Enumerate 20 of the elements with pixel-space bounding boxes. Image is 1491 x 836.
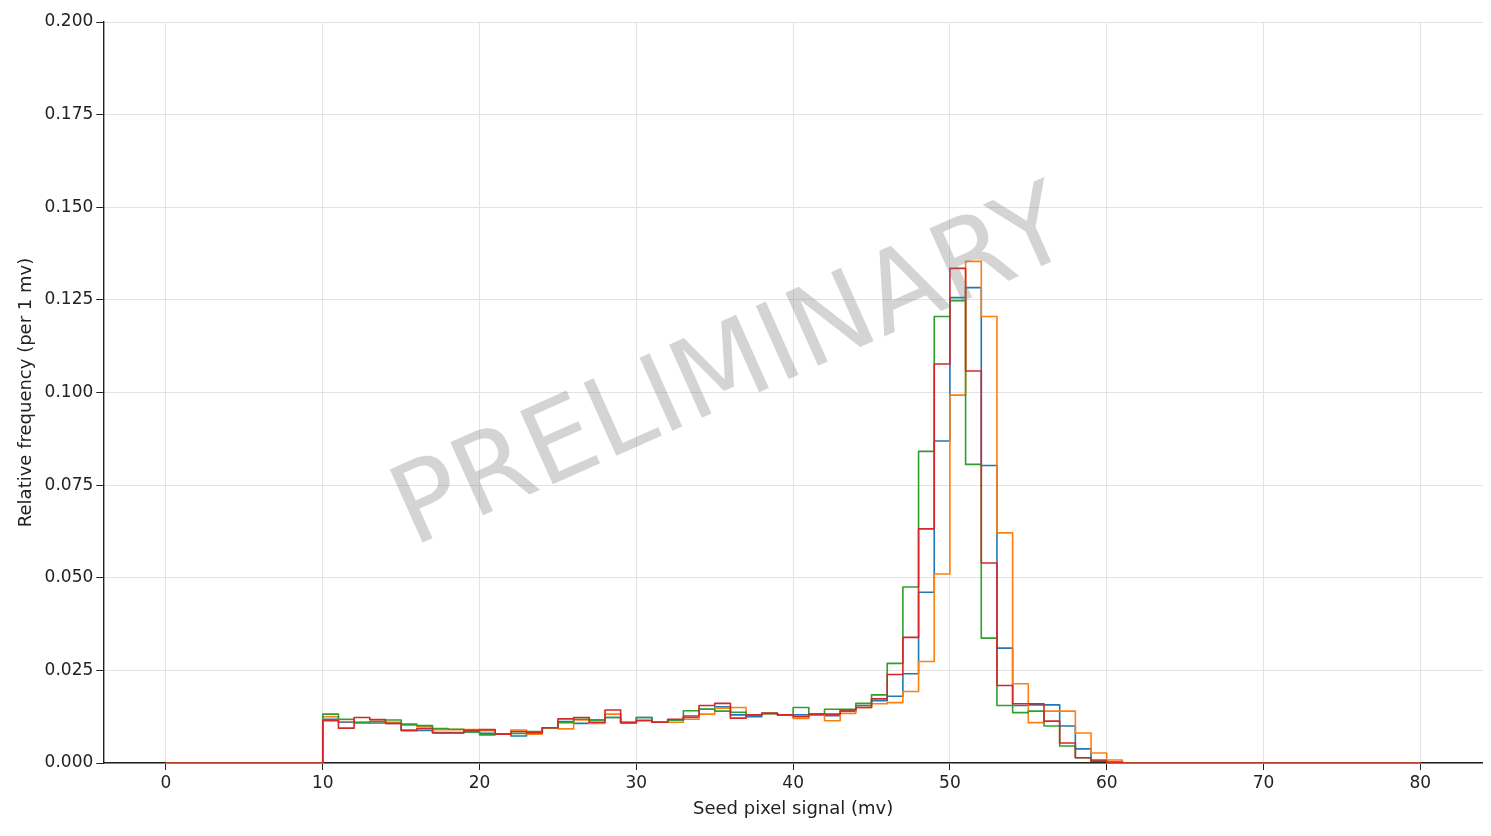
x-tick-label: 50 (939, 771, 961, 792)
y-tick-label: 0.075 (44, 473, 94, 494)
x-tick-label: 60 (1095, 771, 1118, 792)
y-tick-label: 0.100 (44, 380, 94, 401)
y-tick-label: 0.200 (44, 10, 94, 31)
y-tick-label: 0.125 (44, 288, 94, 309)
y-tick-label: 0.150 (44, 195, 94, 216)
x-tick-label: 20 (468, 771, 491, 792)
x-tick-label: 80 (1409, 771, 1432, 792)
x-tick-label: 10 (311, 771, 334, 792)
x-tick-label: 40 (782, 771, 804, 792)
x-tick-label: 0 (160, 771, 172, 792)
y-tick-label: 0.025 (44, 658, 94, 679)
y-axis-title: Relative frequency (per 1 mv) (14, 257, 36, 528)
x-tick-label: 30 (625, 771, 648, 792)
x-axis-title: Seed pixel signal (mv) (693, 796, 894, 818)
y-tick-label: 0.175 (44, 103, 94, 124)
y-tick-label: 0.000 (44, 751, 94, 772)
y-tick-label: 0.050 (44, 566, 94, 587)
x-tick-label: 70 (1252, 771, 1275, 792)
